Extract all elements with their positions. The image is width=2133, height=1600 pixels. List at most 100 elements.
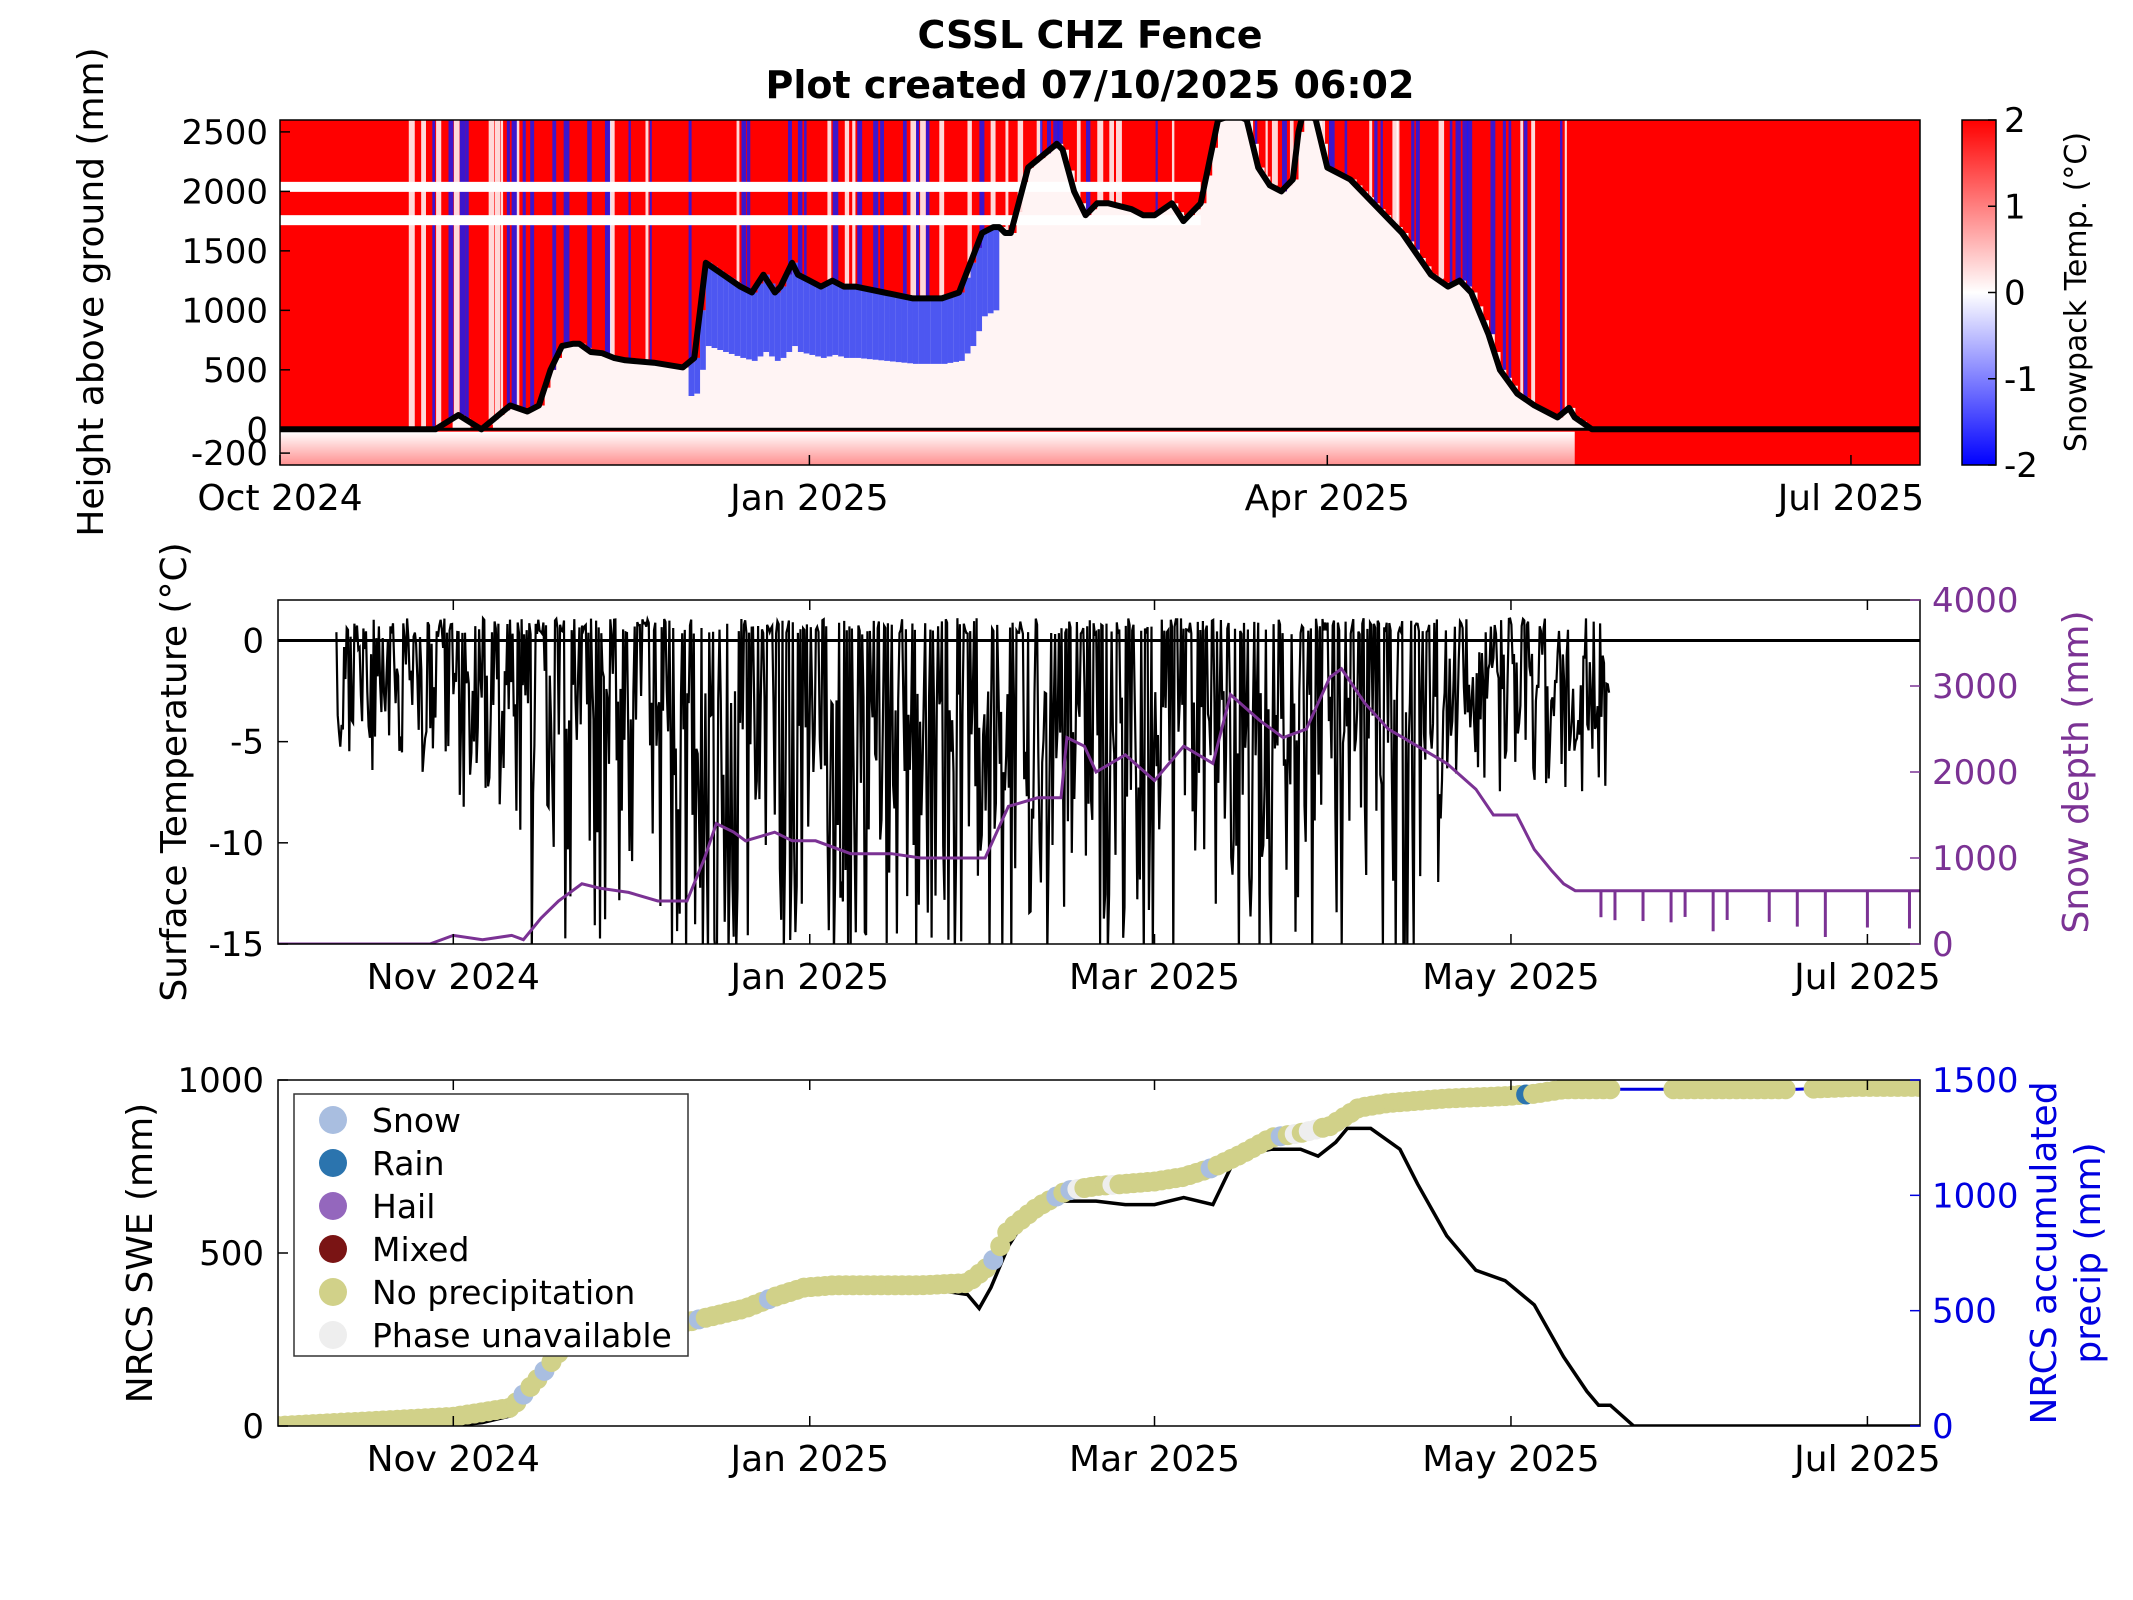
snowpack-cell [976, 247, 983, 430]
air-temp-stripe [649, 120, 652, 363]
snowpack-cell [1453, 283, 1461, 430]
temperature-xtick-label: Jul 2025 [1792, 957, 1941, 998]
legend-marker [319, 1321, 347, 1349]
air-temp-stripe [939, 120, 945, 299]
snowpack-cell [1206, 175, 1213, 430]
air-temp-stripe [797, 120, 803, 275]
snowpack-cell [1125, 207, 1133, 430]
swe-ytick-label: 0 [242, 1407, 264, 1447]
swe-ytick-label: 1000 [177, 1061, 264, 1101]
cold-layer-cell [970, 262, 977, 347]
air-temp-stripe [925, 120, 930, 299]
cold-layer-cell [723, 274, 730, 352]
air-temp-stripe [1109, 120, 1114, 204]
temperature-xtick-label: Mar 2025 [1069, 957, 1240, 998]
snowpack-cell [544, 387, 552, 430]
snowpack-cell [1350, 179, 1357, 430]
air-temp-stripe [1455, 120, 1461, 284]
air-temp-stripe [500, 120, 504, 416]
snow-depth-ytick-label: 1000 [1932, 839, 2019, 879]
snowpack-cell [1534, 405, 1541, 430]
cold-layer-cell [700, 310, 707, 370]
heatmap-ytick-label: -200 [191, 434, 268, 474]
sensor-gap-row [280, 181, 1201, 192]
air-temp-stripe [465, 120, 469, 419]
snowpack-cell [924, 298, 931, 430]
snowpack-cell [1281, 191, 1288, 430]
air-temp-stripe [1462, 120, 1469, 281]
snowpack-cell [1079, 203, 1087, 430]
snowpack-cell [1551, 414, 1559, 430]
snowpack-cell [1022, 189, 1029, 430]
snowpack-cell [648, 362, 655, 430]
air-temp-stripe [1036, 120, 1042, 163]
air-temp-stripe [1321, 120, 1326, 144]
air-temp-stripe [1564, 120, 1567, 413]
snowpack-cell [671, 365, 678, 430]
precip-ytick-label: 500 [1932, 1292, 1997, 1332]
snowpack-cell [1574, 417, 1582, 430]
air-temp-stripe [1523, 120, 1528, 398]
air-temp-stripe [1076, 120, 1081, 192]
snowpack-cell [1390, 221, 1397, 430]
cold-layer-cell [861, 287, 868, 359]
snowpack-cell [1436, 278, 1443, 430]
air-temp-stripe [511, 120, 518, 406]
heatmap-ylabel: Height above ground (mm) [71, 47, 112, 536]
snowpack-cell [1402, 233, 1409, 430]
cold-layer-cell [815, 283, 822, 357]
legend-label: No precipitation [372, 1273, 635, 1312]
cold-layer-cell [746, 289, 753, 360]
air-temp-stripe [1508, 120, 1512, 378]
air-temp-stripe [494, 120, 501, 420]
snowpack-cell [527, 411, 534, 430]
cold-layer-cell [711, 266, 718, 349]
air-temp-stripe [1053, 120, 1059, 149]
snowpack-cell [533, 408, 540, 430]
cold-layer-cell [901, 296, 908, 363]
air-temp-stripe [628, 120, 631, 361]
heatmap-ytick-label: 2000 [181, 172, 268, 212]
swe-xtick-label: Jan 2025 [728, 1439, 889, 1480]
air-temp-stripe [1116, 120, 1122, 205]
snowpack-cell [1166, 207, 1173, 430]
heatmap-ytick-label: 1000 [181, 291, 268, 331]
snowpack-cell [723, 274, 730, 430]
air-temp-stripe [804, 120, 807, 278]
snowpack-cell [1321, 143, 1328, 430]
cold-layer-cell [976, 247, 983, 332]
cold-layer-cell [912, 298, 920, 364]
air-temp-stripe [1328, 120, 1335, 168]
cold-layer-cell [982, 233, 989, 317]
sensor-gap-row [280, 215, 1201, 226]
air-temp-stripe [1155, 120, 1158, 216]
colorbar-tick-label: 0 [2004, 274, 2026, 314]
snowpack-cell [763, 274, 770, 430]
heatmap-axes-frame [279, 119, 1921, 466]
cold-layer-cell [688, 362, 695, 396]
snowpack-cell [1407, 241, 1415, 430]
snowpack-cell [1235, 120, 1242, 430]
air-temp-stripe [1271, 120, 1278, 186]
precip-ytick-label: 1500 [1932, 1061, 2019, 1101]
air-temp-stripe [1005, 120, 1009, 234]
snow-depth-line [278, 666, 1920, 944]
snowpack-cell [1240, 120, 1248, 430]
snowpack-cell [1039, 158, 1046, 430]
temperature-xtick-label: May 2025 [1422, 957, 1600, 998]
cold-layer-cell [838, 283, 845, 357]
air-temp-stripe [857, 120, 863, 287]
cold-layer-cell [866, 288, 874, 360]
colorbar-tick-label: -2 [2004, 446, 2038, 486]
phase-legend: Snow Rain Hail Mixed No precipitation Phase u… [293, 1093, 689, 1357]
air-temp-stripe [1282, 120, 1287, 192]
colorbar-tick-label: 2 [2004, 101, 2026, 141]
snowpack-cell [1171, 203, 1179, 430]
cold-layer-cell [872, 290, 880, 360]
air-temp-stripe [1411, 120, 1415, 242]
snowpack-cell [1143, 215, 1150, 430]
air-temp-stripe [1415, 120, 1420, 250]
snow-depth-ytick-label: 3000 [1932, 667, 2019, 707]
snowpack-cell [1051, 148, 1058, 430]
snowpack-cell [1287, 185, 1294, 430]
